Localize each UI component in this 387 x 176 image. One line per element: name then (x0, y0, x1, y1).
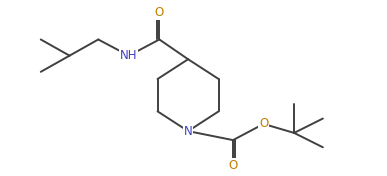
Text: N: N (184, 125, 192, 138)
Text: O: O (228, 159, 238, 172)
Text: NH: NH (120, 49, 137, 62)
Text: O: O (155, 6, 164, 19)
Text: O: O (259, 117, 268, 130)
